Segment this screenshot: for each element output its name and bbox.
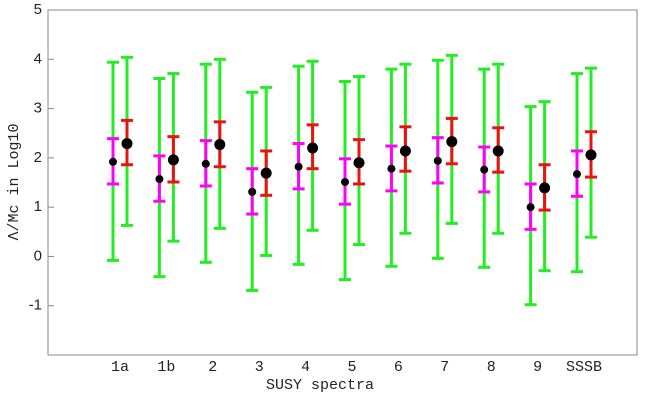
point (353, 157, 365, 169)
x-tick-label: SSSB (566, 359, 602, 376)
y-tick-label: -1 (29, 297, 42, 314)
x-tick-label: 1a (111, 359, 129, 376)
plot-frame (47, 9, 638, 356)
y-tick-label: 1 (34, 198, 42, 215)
point (109, 157, 117, 166)
point (155, 175, 164, 184)
x-tick-label: 6 (394, 359, 403, 376)
point (294, 162, 303, 171)
x-tick-label: 3 (255, 359, 264, 376)
y-tick-label: 2 (34, 149, 42, 166)
y-tick-label: 4 (34, 50, 42, 67)
x-tick-label: 2 (208, 359, 217, 376)
x-tick-label: 1b (157, 359, 175, 376)
point (585, 149, 597, 161)
point (526, 203, 535, 212)
point (260, 167, 272, 179)
point (387, 164, 396, 173)
point (167, 154, 179, 166)
point (573, 170, 581, 179)
point (480, 165, 489, 174)
x-tick-label: 5 (347, 359, 356, 376)
point (492, 145, 504, 157)
x-tick-label: 7 (440, 359, 449, 376)
point (214, 139, 226, 151)
y-tick-label: 0 (34, 247, 42, 264)
point (433, 156, 442, 165)
point (307, 142, 319, 154)
y-tick-label: 5 (34, 1, 42, 18)
x-tick-label: 9 (533, 359, 542, 376)
point (248, 187, 257, 196)
point (201, 159, 210, 168)
point (446, 136, 458, 148)
x-tick-label: 8 (487, 359, 496, 376)
point (121, 138, 133, 150)
point (341, 178, 349, 187)
x-tick-label: 4 (301, 359, 310, 376)
x-axis-label: SUSY spectra (266, 377, 374, 394)
point (539, 182, 551, 194)
point (399, 145, 411, 157)
y-axis-label: Λ/Mc in Log10 (6, 123, 23, 240)
y-tick-label: 3 (34, 100, 42, 117)
